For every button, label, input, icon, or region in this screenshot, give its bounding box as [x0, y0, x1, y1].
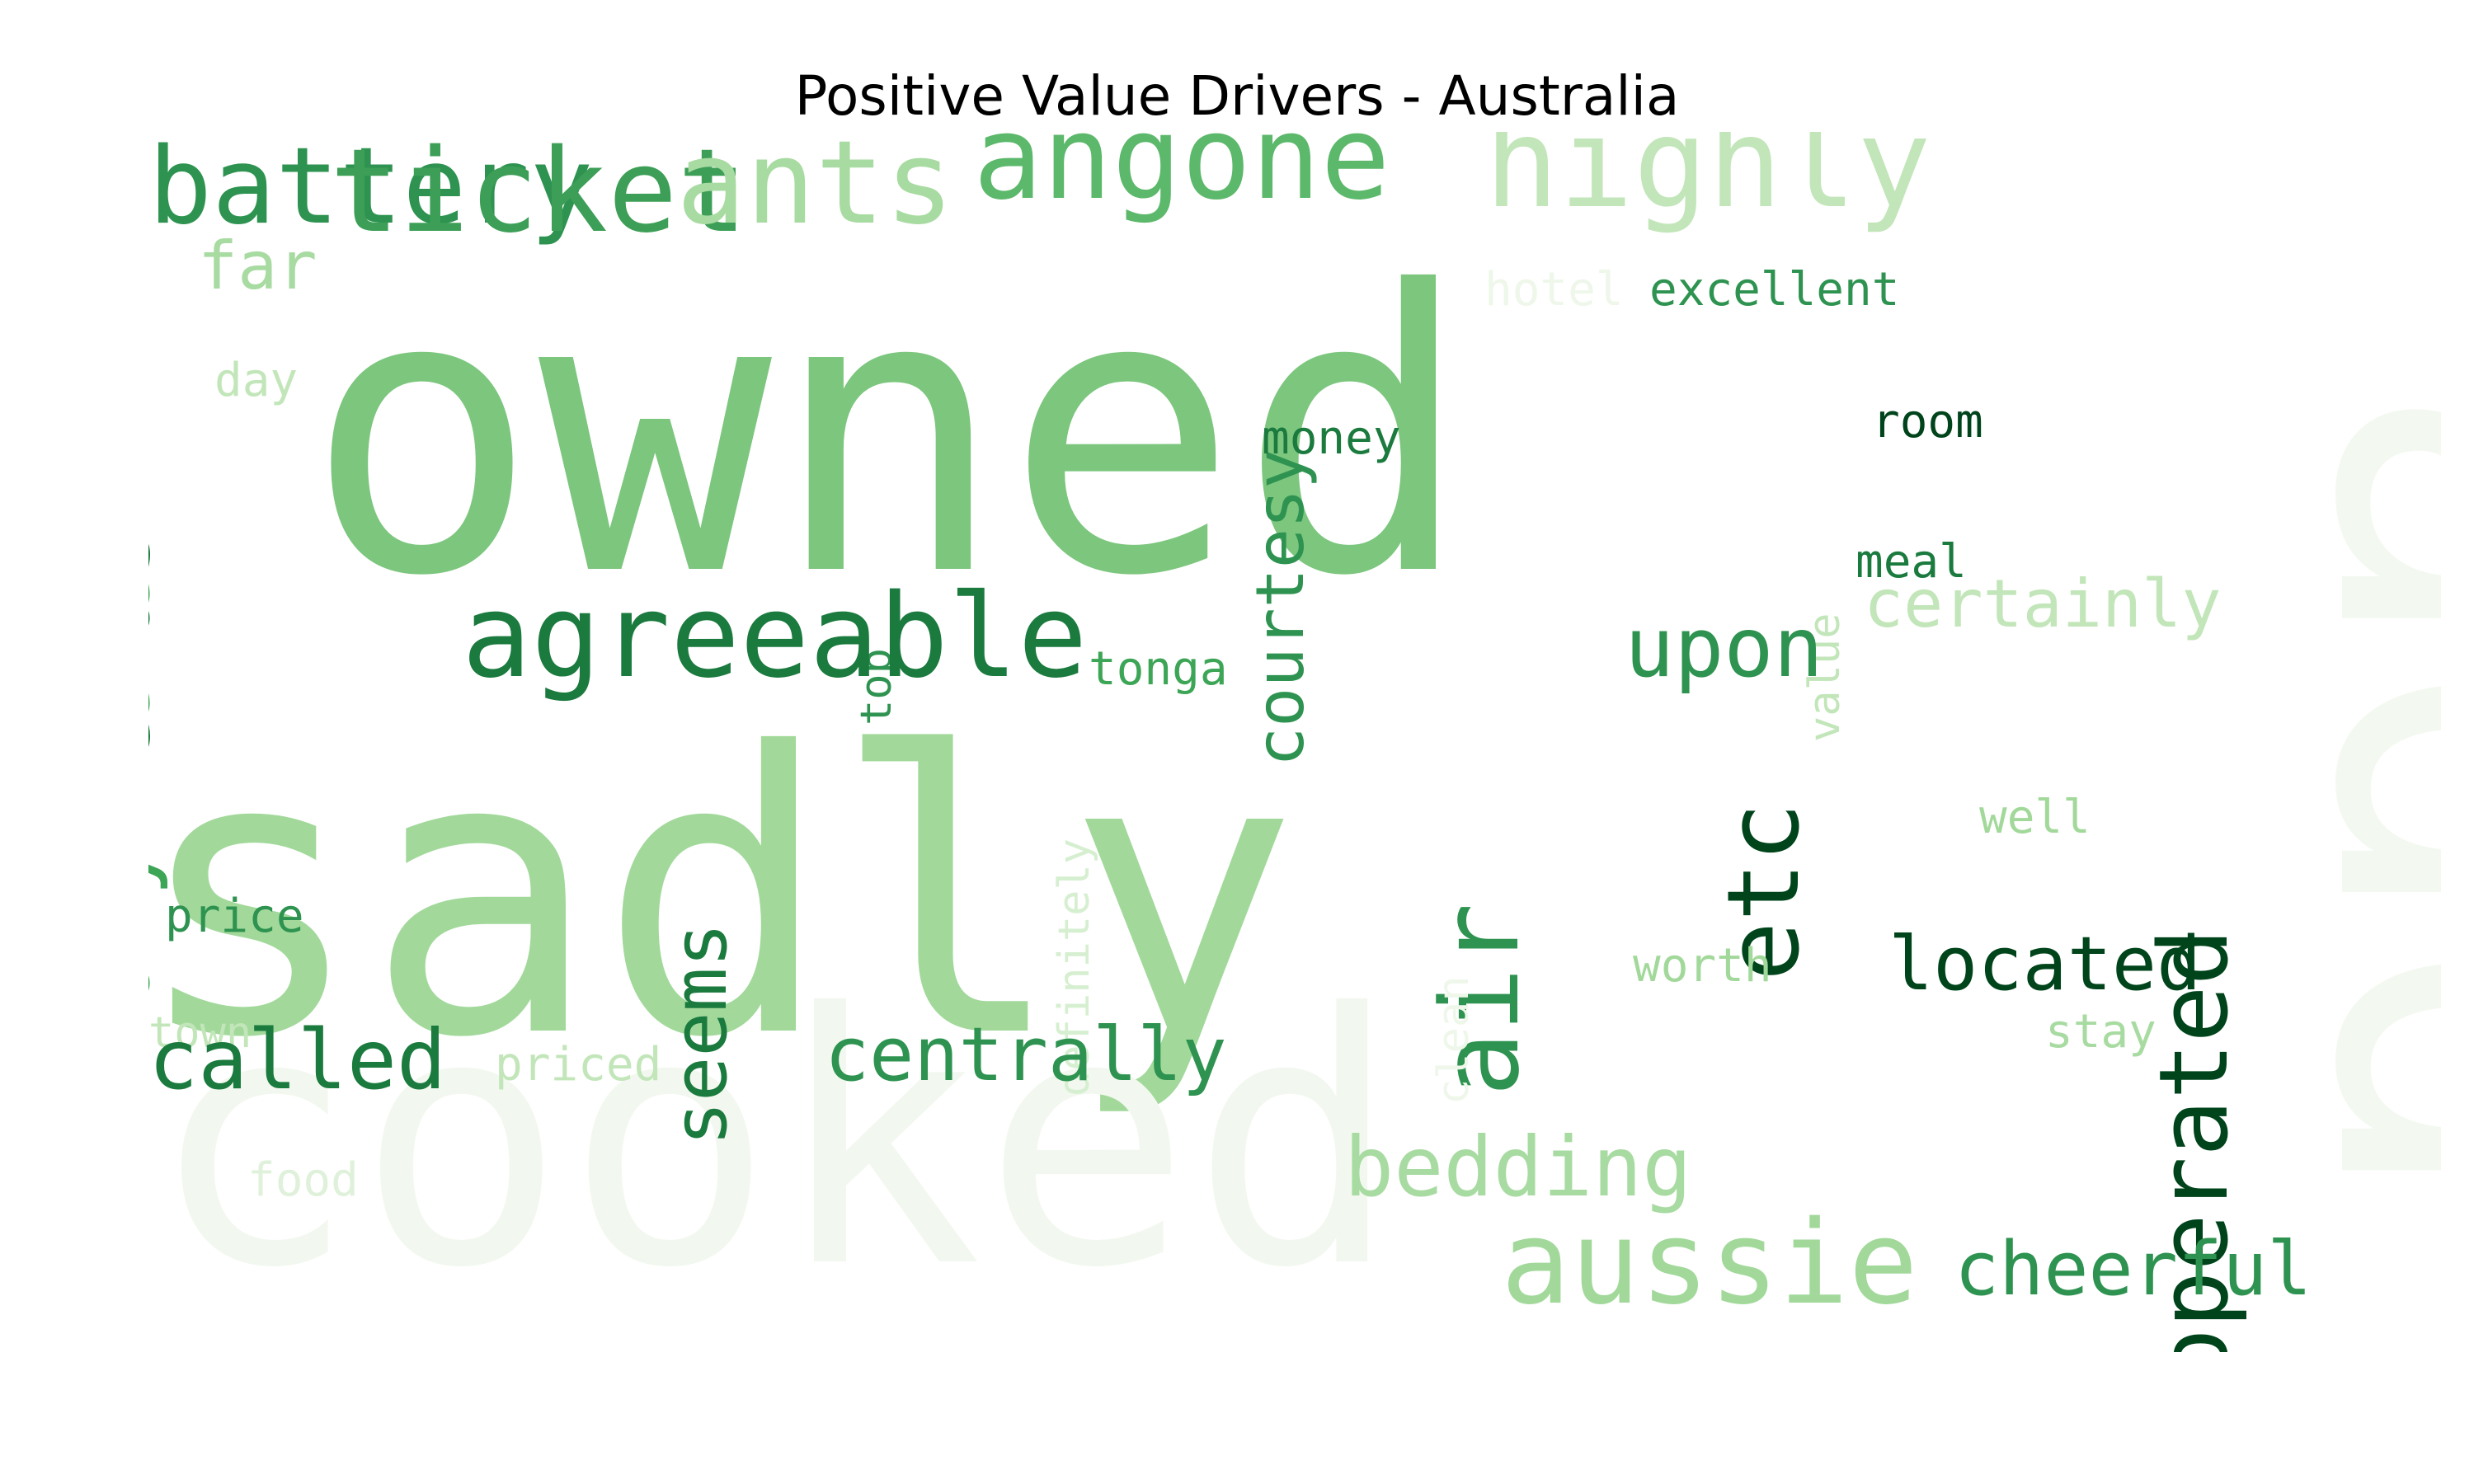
word-upon: upon — [1625, 599, 1823, 696]
word-ants: ants — [676, 132, 954, 251]
word-value: value — [1800, 613, 1850, 742]
word-excellent: excellent — [1649, 263, 1899, 317]
word-hotel: hotel — [1484, 263, 1624, 317]
word-called: called — [148, 1012, 446, 1108]
word-food: food — [247, 1153, 359, 1207]
word-friends: friends — [148, 522, 173, 956]
word-day: day — [214, 354, 298, 407]
word-price: price — [165, 890, 304, 943]
word-money: money — [1262, 411, 1401, 465]
word-anywhere: anywhere — [148, 569, 170, 1006]
word-centrally: centrally — [825, 1012, 1227, 1098]
word-aussie: aussie — [1501, 1196, 1918, 1331]
word-tonga: tonga — [1089, 642, 1228, 696]
word-operated: operated — [2139, 928, 2250, 1352]
word-cheerful: cheerful — [1954, 1226, 2312, 1313]
word-priced: priced — [495, 1038, 661, 1092]
word-owned: owned — [305, 209, 1472, 660]
word-cloud: owned sadly cooked add battery ticket ants ango… — [148, 132, 2441, 1352]
word-cooked: cooked — [148, 941, 1399, 1344]
word-air: air — [1418, 903, 1543, 1097]
chart-title: Positive Value Drivers - Australia — [794, 64, 1680, 128]
word-battery: battery — [148, 132, 593, 248]
word-located: located — [1888, 921, 2201, 1007]
word-definitely: definitely — [1050, 838, 1099, 1097]
word-far: far — [198, 228, 317, 304]
word-seems: seems — [657, 923, 744, 1146]
word-well: well — [1979, 791, 2091, 844]
word-stay: stay — [2045, 1005, 2157, 1059]
word-add: add — [2232, 379, 2441, 1213]
word-etc: etc — [1707, 802, 1822, 981]
word-courtesy: courtesy — [1242, 449, 1319, 767]
word-clean: clean — [1429, 975, 1479, 1105]
word-top: top — [852, 648, 901, 726]
word-certainly: certainly — [1864, 566, 2221, 642]
word-angone: angone — [973, 132, 1390, 226]
word-sadly: sadly — [148, 671, 1299, 1122]
word-town: town — [148, 1008, 252, 1058]
word-agreeable: agreeable — [462, 570, 1088, 704]
word-highly: highly — [1484, 132, 1931, 236]
word-ticket: ticket — [330, 132, 747, 259]
word-meal: meal — [1856, 535, 1967, 589]
word-bedding: bedding — [1344, 1119, 1691, 1215]
word-room: room — [1872, 395, 1983, 448]
word-worth: worth — [1633, 939, 1772, 993]
